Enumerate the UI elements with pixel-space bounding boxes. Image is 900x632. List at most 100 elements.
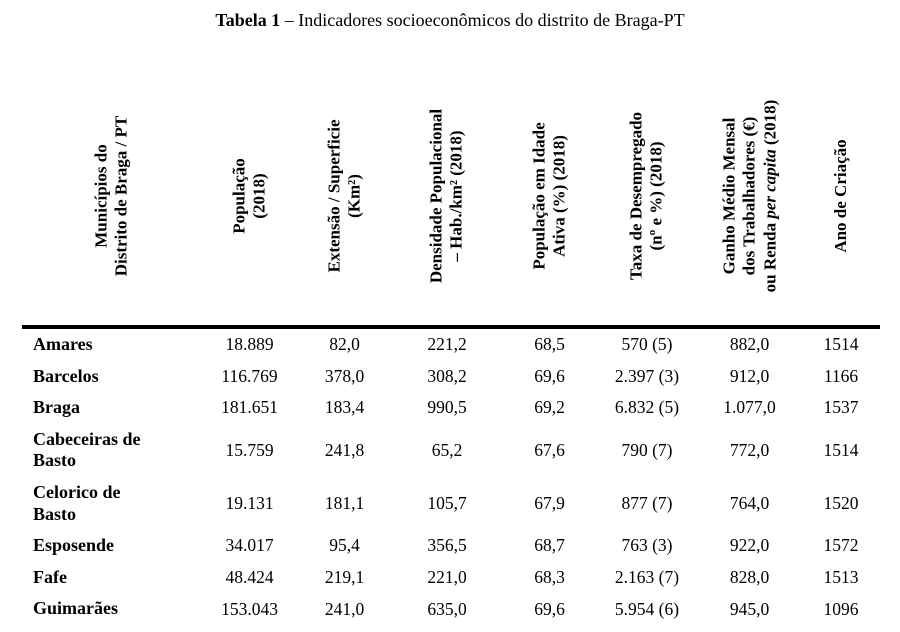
table-row: Barcelos 116.769 378,0 308,2 69,6 2.397 (3) 91… [22, 361, 880, 393]
header-line: Ano de Criação [830, 139, 850, 253]
header-line: Ativa (%) (2018) [549, 135, 569, 257]
value-cell: 241,8 [324, 439, 365, 460]
value-cell: 1513 [823, 567, 859, 588]
municipality-name: Cabeceiras de Basto [33, 428, 141, 471]
header-line: Taxa de Desempregado [626, 111, 646, 281]
value-cell: 6.832 (5) [614, 397, 680, 418]
value-cell: 69,6 [534, 598, 565, 619]
value-cell: 772,0 [729, 439, 770, 460]
value-cell: 1514 [823, 439, 859, 460]
table-caption-label: Tabela 1 [215, 10, 281, 30]
value-cell: 105,7 [427, 493, 467, 514]
table-row: Celorico de Basto 19.131 181,1 105,7 67,9 877 … [22, 477, 880, 530]
value-cell: 1096 [823, 598, 859, 619]
value-cell: 219,1 [324, 567, 365, 588]
value-cell: 1166 [823, 365, 859, 386]
value-cell: 18.889 [225, 334, 274, 355]
value-cell: 356,5 [427, 535, 467, 556]
value-cell: 67,6 [534, 439, 565, 460]
value-cell: 19.131 [225, 493, 274, 514]
value-cell: 69,2 [534, 397, 565, 418]
value-cell: 68,3 [534, 567, 565, 588]
municipality-name: Guimarães [33, 598, 118, 619]
value-cell: 1537 [823, 397, 859, 418]
value-cell: 764,0 [729, 493, 770, 514]
table-caption-text: – Indicadores socioeconômicos do distrit… [280, 10, 685, 30]
column-header-idade-ativa: População em Idade Ativa (%) (2018) [502, 67, 597, 329]
value-cell: 65,2 [431, 439, 463, 460]
value-cell: 1520 [823, 493, 859, 514]
table-row: Cabeceiras de Basto 15.759 241,8 65,2 67,6 790… [22, 424, 880, 477]
value-cell: 912,0 [729, 365, 770, 386]
value-cell: 2.397 (3) [614, 365, 680, 386]
header-line: Densidade Populacional [426, 108, 446, 284]
header-line: População [229, 158, 249, 234]
column-header-ganho-medio: Ganho Médio Mensal dos Trabalhadores (€)… [697, 67, 802, 329]
header-line: (nº e %) (2018) [647, 141, 666, 251]
value-cell: 1514 [823, 334, 859, 355]
header-line: Distrito de Braga / PT [112, 115, 131, 277]
header-line: Extensão / Superficie [324, 119, 344, 273]
header-line: ou Renda per capita (2018) [759, 99, 779, 293]
column-header-populacao: População (2018) [202, 67, 297, 329]
value-cell: 221,0 [427, 567, 467, 588]
value-cell: 308,2 [427, 365, 467, 386]
municipality-name: Esposende [33, 535, 115, 556]
value-cell: 378,0 [324, 365, 365, 386]
table-row: Guimarães 153.043 241,0 635,0 69,6 5.954 (6) 9… [22, 593, 880, 625]
value-cell: 5.954 (6) [614, 598, 680, 619]
table-row: Amares 18.889 82,0 221,2 68,5 570 (5) 882,0 151… [22, 327, 880, 361]
header-line: (Km²) [344, 174, 364, 218]
value-cell: 1572 [823, 535, 859, 556]
column-header-densidade: Densidade Populacional – Hab./km² (2018) [392, 67, 502, 329]
value-cell: 241,0 [324, 598, 365, 619]
value-cell: 48.424 [225, 567, 274, 588]
value-cell: 68,7 [534, 535, 565, 556]
value-cell: 1.077,0 [723, 397, 776, 418]
value-cell: 183,4 [324, 397, 365, 418]
header-line: – Hab./km² (2018) [447, 130, 466, 262]
value-cell: 15.759 [225, 439, 274, 460]
value-cell: 181,1 [324, 493, 365, 514]
value-cell: 116.769 [221, 365, 278, 386]
table-row: Esposende 34.017 95,4 356,5 68,7 763 (3) 922,0… [22, 530, 880, 562]
value-cell: 67,9 [534, 493, 565, 514]
municipality-name: Barcelos [33, 365, 99, 386]
header-line: dos Trabalhadores (€) [739, 116, 759, 276]
value-cell: 790 (7) [621, 439, 673, 460]
table-caption: Tabela 1 – Indicadores socioeconômicos d… [0, 0, 900, 31]
header-row: Municípios do Distrito de Braga / PT Pop… [22, 67, 880, 329]
value-cell: 95,4 [329, 535, 360, 556]
value-cell: 763 (3) [621, 535, 673, 556]
municipality-name: Celorico de Basto [33, 481, 121, 524]
value-cell: 882,0 [729, 334, 770, 355]
value-cell: 2.163 (7) [614, 567, 680, 588]
value-cell: 877 (7) [621, 493, 673, 514]
value-cell: 990,5 [427, 397, 467, 418]
value-cell: 82,0 [329, 334, 360, 355]
value-cell: 635,0 [427, 598, 467, 619]
value-cell: 153.043 [221, 598, 278, 619]
column-header-ano-criacao: Ano de Criação [802, 67, 880, 329]
value-cell: 181.651 [221, 397, 278, 418]
municipality-name: Amares [33, 334, 93, 354]
municipality-name: Braga [33, 397, 80, 418]
value-cell: 945,0 [729, 598, 770, 619]
value-cell: 221,2 [427, 334, 467, 355]
header-line: (2018) [249, 173, 269, 219]
table-row: Fafe 48.424 219,1 221,0 68,3 2.163 (7) 828,0 15… [22, 562, 880, 594]
header-line: Ganho Médio Mensal [718, 117, 738, 275]
value-cell: 828,0 [729, 567, 770, 588]
header-line: Municípios do [91, 144, 111, 248]
column-header-extensao: Extensão / Superficie (Km²) [297, 67, 392, 329]
value-cell: 68,5 [534, 334, 565, 355]
value-cell: 34.017 [225, 535, 274, 556]
table-body: Amares 18.889 82,0 221,2 68,5 570 (5) 882,0 151… [22, 327, 880, 625]
value-cell: 570 (5) [621, 334, 673, 355]
value-cell: 69,6 [534, 365, 565, 386]
column-header-municipios: Municípios do Distrito de Braga / PT [22, 67, 202, 329]
value-cell: 922,0 [729, 535, 770, 556]
column-header-desemprego: Taxa de Desempregado (nº e %) (2018) [597, 67, 697, 329]
municipality-name: Fafe [33, 566, 67, 587]
